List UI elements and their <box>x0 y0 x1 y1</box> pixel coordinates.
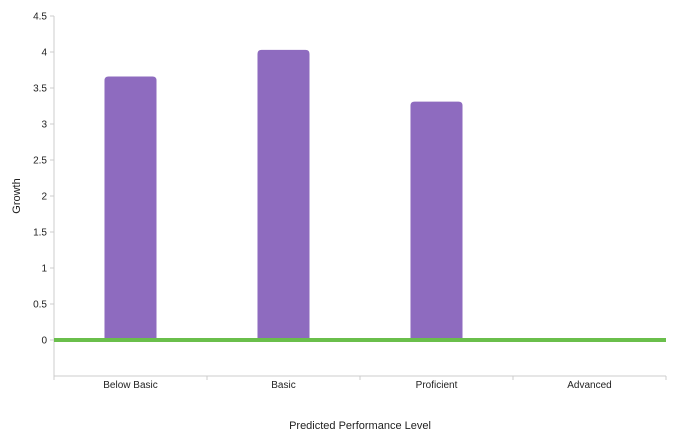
y-tick-label: 3.5 <box>33 84 47 95</box>
bar <box>257 49 310 341</box>
y-tick-label: 2 <box>41 192 47 203</box>
x-axis: Below Basic Basic Proficient Advanced <box>53 375 667 391</box>
y-tick-label: 1 <box>41 264 47 275</box>
y-tick-label: 4 <box>41 48 47 59</box>
x-axis-title: Predicted Performance Level <box>289 420 431 432</box>
x-tick-label: Basic <box>271 380 295 391</box>
y-tick-label: 1.5 <box>33 228 47 239</box>
y-tick-label: 3 <box>41 120 47 131</box>
y-tick-label: 0.5 <box>33 300 47 311</box>
bar <box>104 76 157 340</box>
y-tick-label: 4.5 <box>33 12 47 23</box>
bar <box>410 101 463 341</box>
y-tick-label: 0 <box>41 336 47 347</box>
x-tick-label: Proficient <box>416 380 458 391</box>
x-tick-label: Advanced <box>567 380 611 391</box>
x-tick-label: Below Basic <box>103 380 157 391</box>
y-tick-label: 2.5 <box>33 156 47 167</box>
y-axis-title: Growth <box>11 178 23 213</box>
y-axis: 0 0.5 1 1.5 2 2.5 3 3.5 4 4.5 <box>33 12 55 376</box>
bars <box>104 49 463 341</box>
